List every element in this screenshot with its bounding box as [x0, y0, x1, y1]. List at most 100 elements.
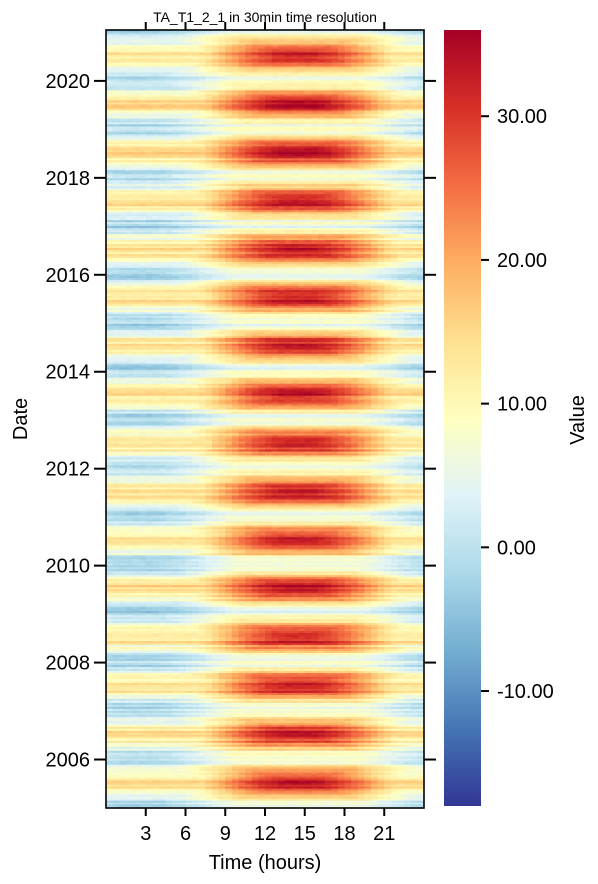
- heatmap-cell: [139, 676, 147, 679]
- heatmap-cell: [125, 610, 134, 614]
- heatmap-cell: [205, 744, 213, 747]
- heatmap-cell: [384, 642, 392, 646]
- heatmap-cell: [337, 722, 346, 725]
- heatmap-cell: [185, 678, 193, 681]
- heatmap-cell: [265, 668, 273, 671]
- heatmap-cell: [185, 648, 193, 652]
- heatmap-cell: [311, 602, 319, 606]
- heatmap-cell: [377, 602, 385, 606]
- heatmap-cell: [265, 752, 273, 755]
- heatmap-cell: [185, 744, 193, 747]
- heatmap-cell: [198, 736, 206, 739]
- heatmap-cell: [397, 796, 405, 799]
- heatmap-cell: [231, 600, 240, 604]
- heatmap-cell: [351, 770, 359, 773]
- heatmap-cell: [205, 714, 213, 717]
- heatmap-cell: [212, 736, 220, 739]
- heatmap-cell: [364, 696, 372, 699]
- heatmap-cell: [212, 716, 220, 719]
- heatmap-cell: [139, 748, 147, 751]
- heatmap-cell: [132, 644, 140, 648]
- heatmap-cell: [298, 742, 306, 745]
- heatmap-cell: [278, 712, 286, 715]
- heatmap-cell: [337, 746, 346, 749]
- heatmap-cell: [410, 776, 418, 779]
- heatmap-cell: [112, 676, 120, 679]
- heatmap-cell: [159, 758, 167, 761]
- heatmap-cell: [344, 722, 352, 725]
- heatmap-cell: [238, 622, 246, 626]
- heatmap-cell: [271, 722, 279, 725]
- heatmap-cell: [364, 754, 372, 757]
- heatmap-cell: [410, 786, 418, 789]
- heatmap-cell: [245, 760, 253, 763]
- heatmap-cell: [125, 606, 134, 610]
- heatmap-cell: [371, 652, 379, 655]
- heatmap-cell: [271, 684, 279, 687]
- heatmap-cell: [390, 732, 399, 735]
- heatmap-cell: [351, 780, 359, 783]
- heatmap-cell: [291, 762, 299, 765]
- heatmap-cell: [192, 652, 200, 655]
- heatmap-cell: [218, 638, 226, 642]
- heatmap-cell: [231, 788, 240, 791]
- heatmap-cell: [112, 758, 120, 761]
- heatmap-cell: [205, 800, 213, 803]
- heatmap-cell: [384, 776, 392, 779]
- heatmap-cell: [125, 768, 134, 771]
- heatmap-cell: [198, 704, 206, 707]
- heatmap-cell: [271, 606, 279, 610]
- heatmap-cell: [152, 628, 160, 632]
- heatmap-cell: [337, 776, 346, 779]
- heatmap-cell: [364, 714, 372, 717]
- heatmap-cell: [417, 648, 424, 652]
- heatmap-cell: [265, 744, 273, 747]
- heatmap-cell: [351, 794, 359, 797]
- heatmap-cell: [205, 662, 213, 665]
- heatmap-cell: [371, 766, 379, 769]
- heatmap-cell: [278, 690, 286, 693]
- heatmap-cell: [357, 712, 365, 715]
- heatmap-cell: [324, 606, 332, 610]
- heatmap-cell: [331, 766, 339, 769]
- heatmap-cell: [245, 728, 253, 731]
- heatmap-cell: [238, 750, 246, 753]
- heatmap-cell: [205, 614, 213, 618]
- heatmap-cell: [351, 690, 359, 693]
- heatmap-cell: [205, 758, 213, 761]
- heatmap-cell: [112, 730, 120, 733]
- heatmap-cell: [245, 726, 253, 729]
- heatmap-cell: [371, 792, 379, 795]
- heatmap-cell: [198, 682, 206, 685]
- heatmap-cell: [225, 624, 233, 628]
- heatmap-cell: [265, 706, 273, 709]
- heatmap-cell: [198, 600, 206, 604]
- heatmap-cell: [324, 686, 332, 689]
- heatmap-cell: [291, 696, 299, 699]
- heatmap-cell: [132, 750, 140, 753]
- heatmap-cell: [351, 720, 359, 723]
- heatmap-cell: [404, 790, 412, 793]
- heatmap-cell: [212, 676, 220, 679]
- heatmap-cell: [145, 616, 153, 620]
- heatmap-cell: [125, 710, 134, 713]
- heatmap-cell: [238, 710, 246, 713]
- heatmap-cell: [265, 634, 273, 638]
- heatmap-cell: [132, 758, 140, 761]
- heatmap-cell: [172, 604, 180, 608]
- heatmap-cell: [165, 728, 173, 731]
- heatmap-cell: [397, 774, 405, 777]
- heatmap-cell: [384, 684, 392, 687]
- heatmap-cell: [364, 644, 372, 648]
- heatmap-cell: [324, 676, 332, 679]
- heatmap-cell: [351, 696, 359, 699]
- heatmap-cell: [357, 746, 365, 749]
- heatmap-cell: [212, 646, 220, 650]
- heatmap-cell: [172, 684, 180, 687]
- heatmap-cell: [351, 788, 359, 791]
- heatmap-cell: [284, 614, 293, 618]
- heatmap-cell: [238, 606, 246, 610]
- heatmap-cell: [212, 638, 220, 642]
- heatmap-cell: [304, 616, 312, 620]
- heatmap-cell: [324, 674, 332, 677]
